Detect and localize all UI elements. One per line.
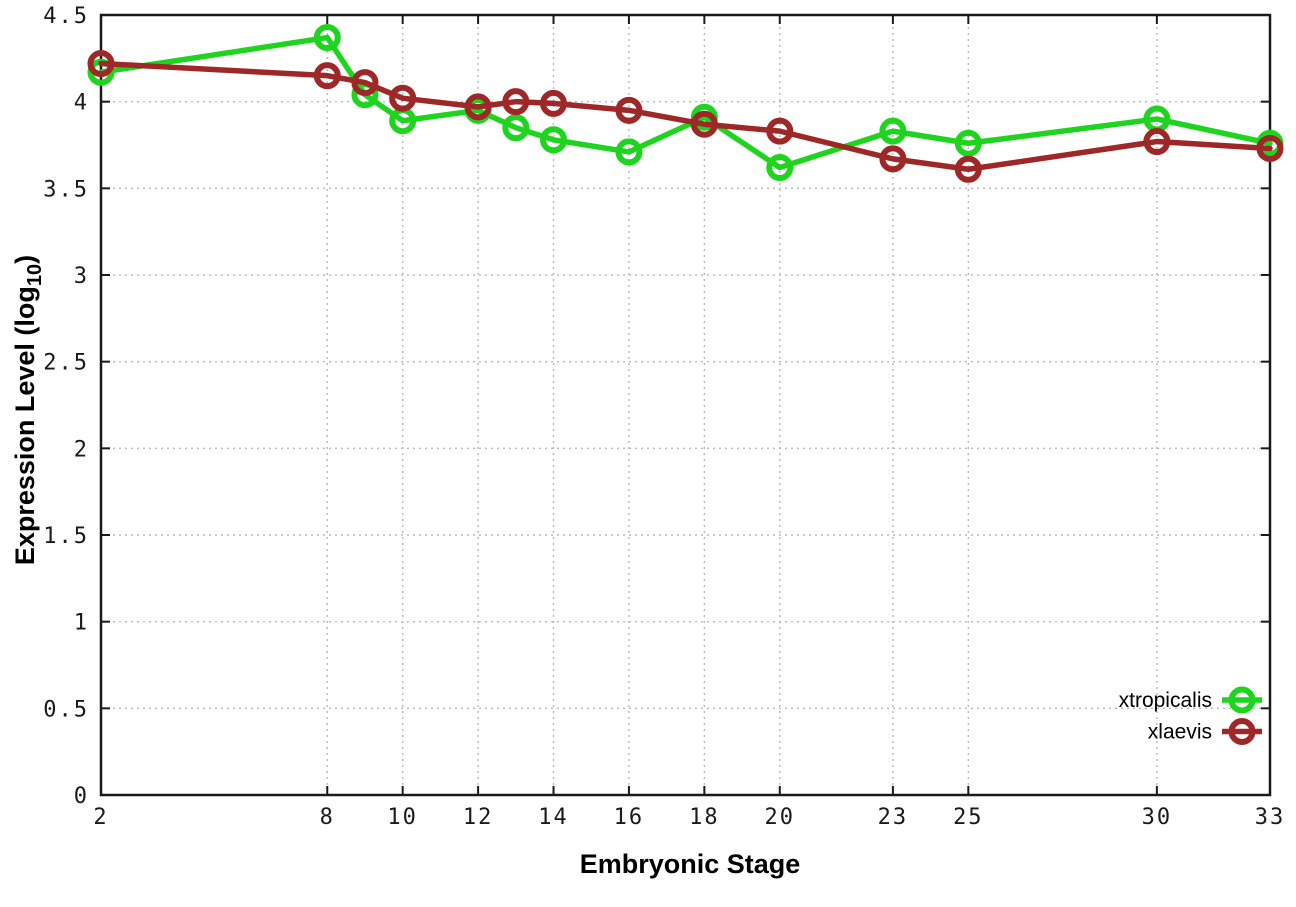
data-point-xtropicalis [502,114,530,142]
x-tick-label: 8 [320,805,335,830]
x-axis-title: Embryonic Stage [580,849,801,879]
x-tick-label: 2 [93,805,108,830]
y-tick-label: 3.5 [43,177,89,202]
x-tick-label: 10 [387,805,418,830]
y-tick-label: 1 [74,611,89,636]
data-point-xlaevis [540,89,568,117]
y-axis-title-main: Expression Level (log [10,286,40,565]
x-tick-label: 25 [953,805,984,830]
legend-label-xlaevis: xlaevis [1148,721,1212,744]
x-tick-label: 30 [1142,805,1173,830]
y-tick-label: 4.5 [43,4,89,29]
data-point-xlaevis [464,93,492,121]
data-point-xlaevis [879,145,907,173]
data-point-xtropicalis [879,117,907,145]
legend-marker-xlaevis [1228,718,1256,745]
data-point-xlaevis [351,69,379,97]
series-line-xlaevis [98,60,1273,173]
y-axis-title-subscript: 10 [24,264,46,286]
y-tick-label: 0 [74,784,89,809]
y-tick-label: 4 [74,91,89,116]
data-series [87,24,1284,183]
legend-marker-xtropicalis [1228,686,1256,714]
y-tick-label: 3 [74,264,89,289]
data-point-xtropicalis [766,154,794,182]
data-point-xlaevis [87,50,115,78]
x-tick-label: 23 [878,805,909,830]
x-tick-label: 33 [1255,805,1286,830]
data-point-xtropicalis [313,24,341,52]
x-tick-label: 20 [765,805,796,830]
data-point-xlaevis [954,155,982,183]
data-point-xlaevis [389,84,417,112]
data-point-xlaevis [766,117,794,145]
y-axis-title-close: ) [10,255,40,264]
data-point-xlaevis [1256,134,1284,162]
data-point-xlaevis [313,62,341,90]
y-tick-label: 2 [74,437,89,462]
plot-border [99,13,1272,797]
data-point-xtropicalis [615,138,643,166]
gridlines [101,15,1270,795]
y-tick-label: 2.5 [43,351,89,376]
legend: xtropicalis xlaevis [1119,686,1262,745]
y-axis-title: Expression Level (log10) [10,255,46,565]
x-tick-label: 16 [614,805,645,830]
data-point-xlaevis [615,96,643,124]
x-tick-label: 18 [689,805,720,830]
tick-labels: 2 8 10 12 14 16 18 20 23 25 30 33 0 0.5 1 1.5 2 2.5 3 3.5 4 4… [43,4,1286,830]
x-tick-label: 14 [538,805,569,830]
axis-ticks [100,14,1271,796]
data-point-xtropicalis [540,126,568,154]
y-tick-label: 1.5 [43,524,89,549]
y-tick-label: 0.5 [43,697,89,722]
legend-label-xtropicalis: xtropicalis [1119,689,1212,712]
data-point-xtropicalis [954,129,982,157]
x-tick-label: 12 [463,805,494,830]
data-point-xlaevis [1143,128,1171,156]
data-point-xlaevis [690,110,718,138]
data-point-xlaevis [502,88,530,116]
